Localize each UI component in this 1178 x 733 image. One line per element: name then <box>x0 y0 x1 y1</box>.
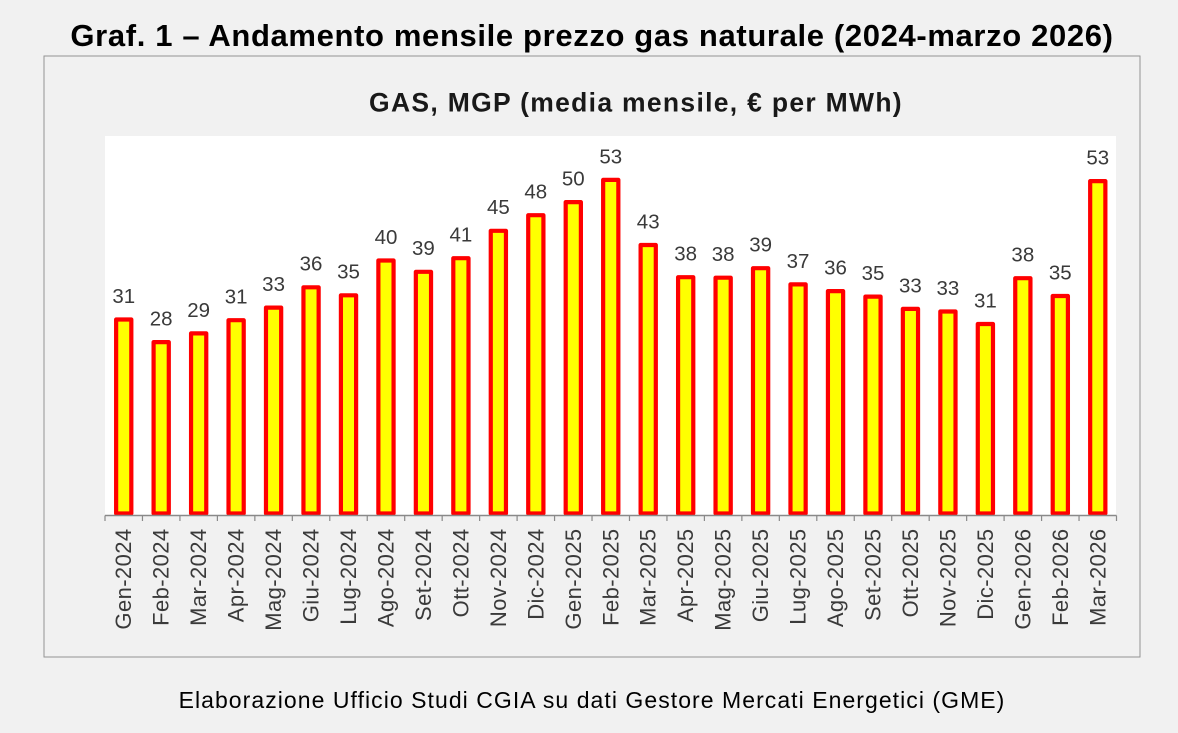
svg-text:Lug-2024: Lug-2024 <box>336 529 361 625</box>
svg-text:Gen-2024: Gen-2024 <box>111 529 136 630</box>
svg-text:Ott-2025: Ott-2025 <box>898 529 923 618</box>
svg-text:Nov-2024: Nov-2024 <box>486 529 511 628</box>
svg-text:Mag-2024: Mag-2024 <box>261 529 286 631</box>
svg-text:Gen-2025: Gen-2025 <box>561 529 586 630</box>
svg-text:Dic-2025: Dic-2025 <box>973 529 998 620</box>
svg-text:45: 45 <box>487 196 510 219</box>
svg-text:Ago-2025: Ago-2025 <box>823 529 848 628</box>
svg-text:39: 39 <box>749 234 772 257</box>
svg-text:36: 36 <box>824 257 847 280</box>
svg-text:38: 38 <box>674 243 697 266</box>
svg-text:48: 48 <box>524 181 547 204</box>
svg-text:39: 39 <box>412 237 435 260</box>
svg-text:38: 38 <box>1011 244 1034 267</box>
svg-text:40: 40 <box>375 226 398 249</box>
svg-text:53: 53 <box>1086 147 1109 170</box>
svg-text:Apr-2025: Apr-2025 <box>673 529 698 623</box>
svg-text:Set-2024: Set-2024 <box>411 529 436 622</box>
svg-text:Dic-2024: Dic-2024 <box>523 529 548 620</box>
svg-text:Giu-2024: Giu-2024 <box>299 529 324 623</box>
svg-text:31: 31 <box>974 289 997 312</box>
svg-text:41: 41 <box>449 224 472 247</box>
svg-text:Set-2025: Set-2025 <box>860 529 885 622</box>
svg-text:Elaborazione Ufficio Studi CGI: Elaborazione Ufficio Studi CGIA su dati … <box>179 687 1006 713</box>
svg-text:Ott-2024: Ott-2024 <box>448 529 473 618</box>
svg-text:Mag-2025: Mag-2025 <box>711 529 736 631</box>
svg-text:Lug-2025: Lug-2025 <box>786 529 811 625</box>
svg-text:Mar-2026: Mar-2026 <box>1085 529 1110 626</box>
svg-text:Feb-2025: Feb-2025 <box>598 529 623 626</box>
svg-text:Gen-2026: Gen-2026 <box>1010 529 1035 630</box>
svg-text:Ago-2024: Ago-2024 <box>373 529 398 628</box>
svg-text:43: 43 <box>637 210 660 233</box>
svg-text:Apr-2024: Apr-2024 <box>224 529 249 623</box>
svg-text:53: 53 <box>599 145 622 168</box>
svg-text:Nov-2025: Nov-2025 <box>935 528 960 627</box>
svg-text:50: 50 <box>562 168 585 191</box>
svg-text:33: 33 <box>937 277 960 300</box>
svg-text:37: 37 <box>787 250 810 273</box>
svg-text:Giu-2025: Giu-2025 <box>748 529 773 623</box>
svg-text:38: 38 <box>712 243 735 266</box>
svg-text:33: 33 <box>262 273 285 296</box>
svg-text:Mar-2024: Mar-2024 <box>186 529 211 626</box>
svg-text:31: 31 <box>225 286 248 309</box>
svg-text:36: 36 <box>300 253 323 276</box>
svg-text:35: 35 <box>862 262 885 285</box>
svg-text:Feb-2024: Feb-2024 <box>149 529 174 626</box>
svg-text:Mar-2025: Mar-2025 <box>636 529 661 626</box>
svg-text:35: 35 <box>337 261 360 284</box>
svg-text:35: 35 <box>1049 261 1072 284</box>
svg-text:Feb-2026: Feb-2026 <box>1048 529 1073 626</box>
svg-text:Graf. 1 – Andamento mensile pr: Graf. 1 – Andamento mensile prezzo gas n… <box>70 18 1113 53</box>
svg-text:31: 31 <box>112 285 135 308</box>
svg-text:33: 33 <box>899 274 922 297</box>
svg-text:GAS, MGP (media mensile, € per: GAS, MGP (media mensile, € per MWh) <box>369 88 903 118</box>
svg-text:29: 29 <box>187 299 210 322</box>
svg-text:28: 28 <box>150 308 173 331</box>
